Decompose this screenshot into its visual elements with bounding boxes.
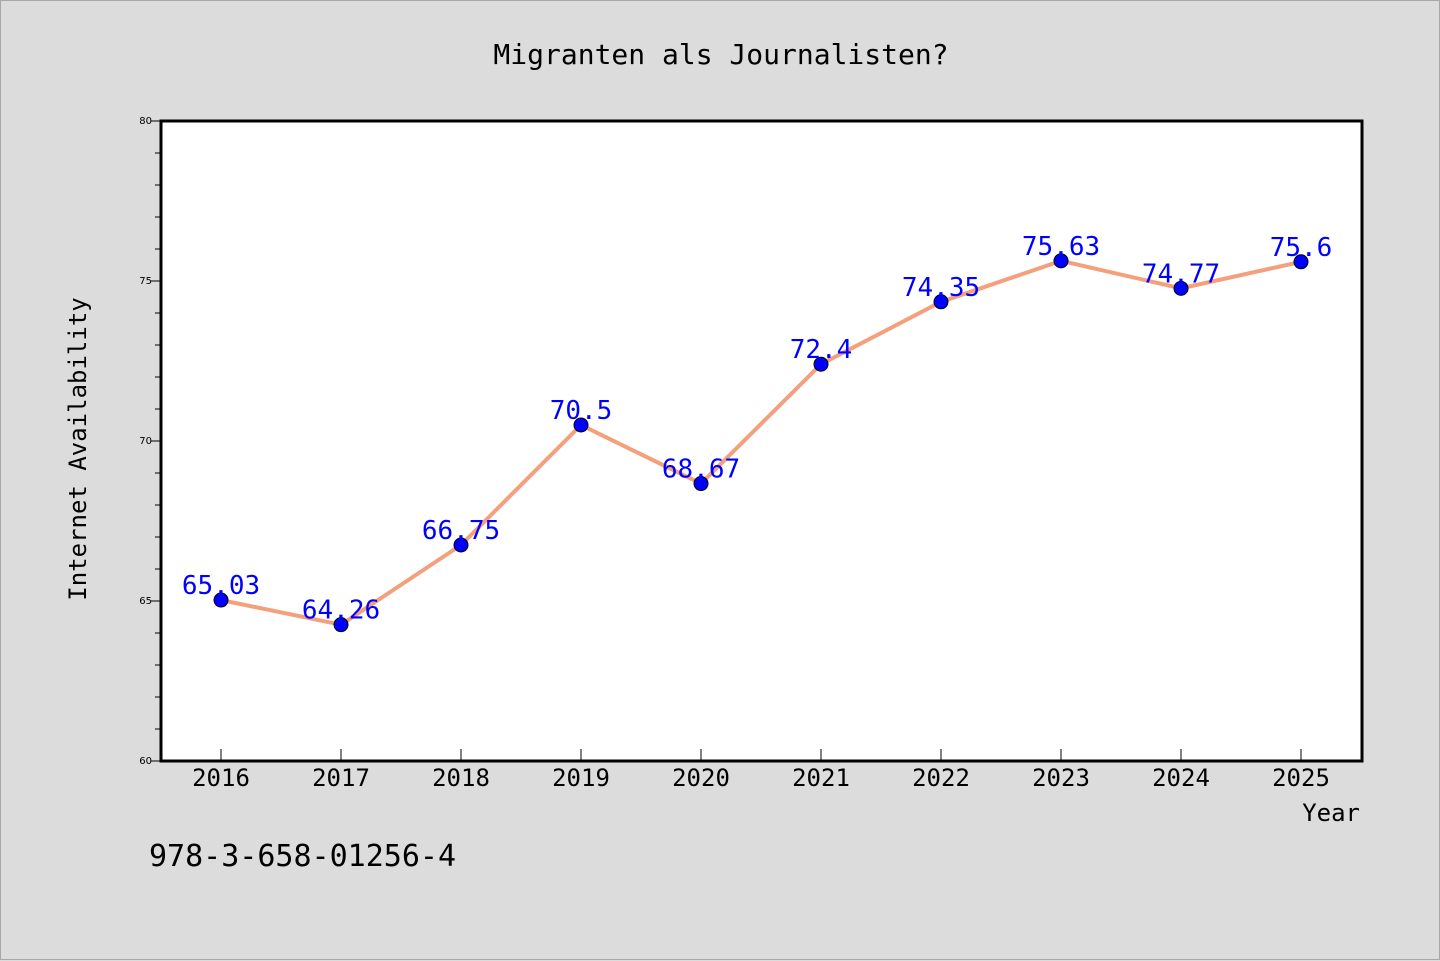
isbn-text: 978-3-658-01256-4 bbox=[149, 839, 456, 874]
x-axis-title: Year bbox=[1302, 799, 1360, 827]
data-label: 72.4 bbox=[790, 335, 853, 365]
data-label: 65.03 bbox=[182, 571, 260, 601]
data-point bbox=[933, 294, 949, 310]
data-label: 74.35 bbox=[902, 273, 980, 303]
x-tick-label: 2022 bbox=[912, 764, 970, 792]
data-point bbox=[573, 417, 589, 433]
y-tick-label: 60 bbox=[139, 756, 152, 767]
data-point bbox=[1293, 254, 1309, 270]
data-label: 66.75 bbox=[422, 516, 500, 546]
data-label: 68.67 bbox=[662, 455, 740, 485]
data-label: 74.77 bbox=[1142, 259, 1220, 289]
x-axis: 2016 2017 2018 2019 2020 2021 2022 2023 2024 2025 bbox=[192, 749, 1330, 792]
chart-title: Migranten als Journalisten? bbox=[493, 38, 948, 71]
data-point bbox=[213, 592, 229, 608]
data-point bbox=[453, 537, 469, 553]
y-axis: 60 65 70 75 80 bbox=[139, 116, 161, 767]
x-tick-label: 2021 bbox=[792, 764, 850, 792]
x-tick-label: 2024 bbox=[1152, 764, 1210, 792]
plot-area bbox=[159, 119, 1364, 763]
x-tick-label: 2019 bbox=[552, 764, 610, 792]
x-tick-label: 2018 bbox=[432, 764, 490, 792]
x-tick-label: 2025 bbox=[1272, 764, 1330, 792]
series-layer bbox=[213, 253, 1309, 633]
data-point bbox=[813, 356, 829, 372]
y-tick-label: 75 bbox=[139, 276, 152, 287]
data-label: 75.63 bbox=[1022, 232, 1100, 262]
data-point bbox=[1053, 253, 1069, 269]
data-label: 75.6 bbox=[1270, 233, 1333, 263]
x-tick-label: 2017 bbox=[312, 764, 370, 792]
y-tick-label: 80 bbox=[139, 116, 152, 127]
y-axis-title: Internet Availability bbox=[64, 297, 92, 600]
data-labels-layer: 65.03 64.26 66.75 70.5 68.67 72.4 74.35 75.63 74… bbox=[182, 232, 1332, 626]
data-point bbox=[333, 617, 349, 633]
x-tick-label: 2023 bbox=[1032, 764, 1090, 792]
x-tick-label: 2020 bbox=[672, 764, 730, 792]
data-point bbox=[693, 476, 709, 492]
data-point bbox=[1173, 280, 1189, 296]
data-label: 64.26 bbox=[302, 596, 380, 626]
x-tick-label: 2016 bbox=[192, 764, 250, 792]
data-label: 70.5 bbox=[550, 396, 613, 426]
series-line bbox=[219, 258, 1303, 627]
y-tick-label: 70 bbox=[139, 436, 152, 447]
y-tick-label: 65 bbox=[139, 596, 152, 607]
